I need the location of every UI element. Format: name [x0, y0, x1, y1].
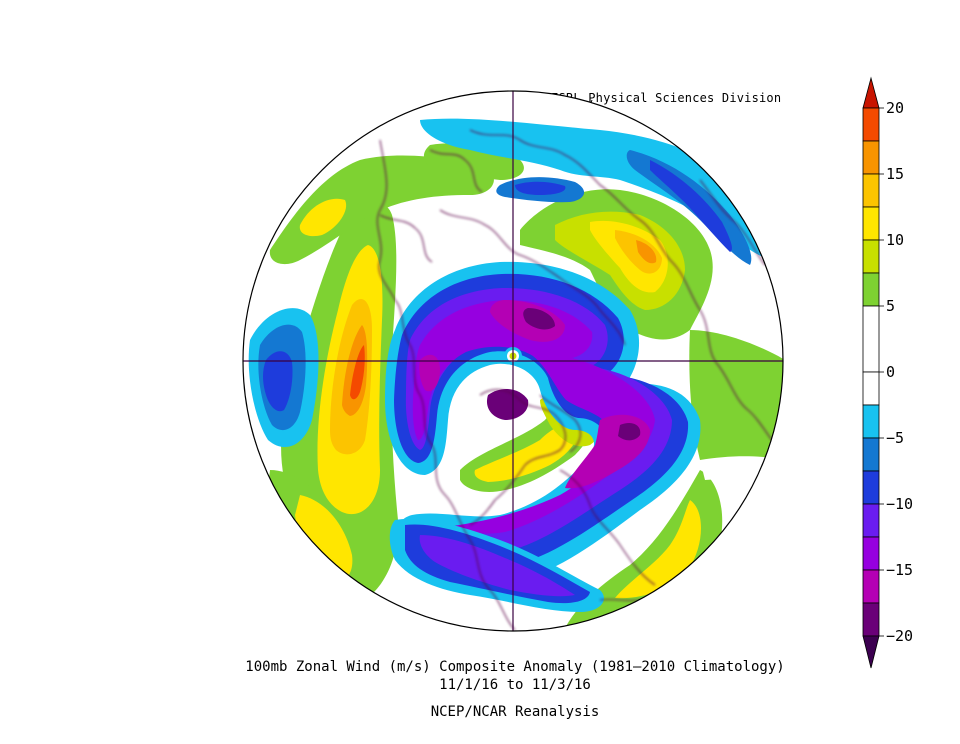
colorbar-label-20: 20 [886, 99, 905, 117]
colorbar-label-15: 15 [886, 165, 905, 183]
colorbar-label-m20: −20 [886, 627, 914, 645]
colorbar-label-m5: −5 [886, 429, 905, 447]
globe-outline [242, 90, 784, 632]
anomaly-field [243, 91, 783, 631]
positive-anomaly-northwest [269, 155, 494, 265]
colorbar-label-0: 0 [886, 363, 896, 381]
colorbar [862, 76, 884, 669]
map-title: 100mb Zonal Wind (m/s) Composite Anomaly… [245, 659, 785, 675]
date-range: 11/1/16 to 11/3/16 [439, 677, 591, 693]
data-source: NCEP/NCAR Reanalysis [430, 704, 600, 720]
colorbar-label-10: 10 [886, 231, 905, 249]
colorbar-label-m10: −10 [886, 495, 914, 513]
coastlines [376, 129, 781, 631]
colorbar-label-m15: −15 [886, 561, 914, 579]
colorbar-label-5: 5 [886, 297, 896, 315]
